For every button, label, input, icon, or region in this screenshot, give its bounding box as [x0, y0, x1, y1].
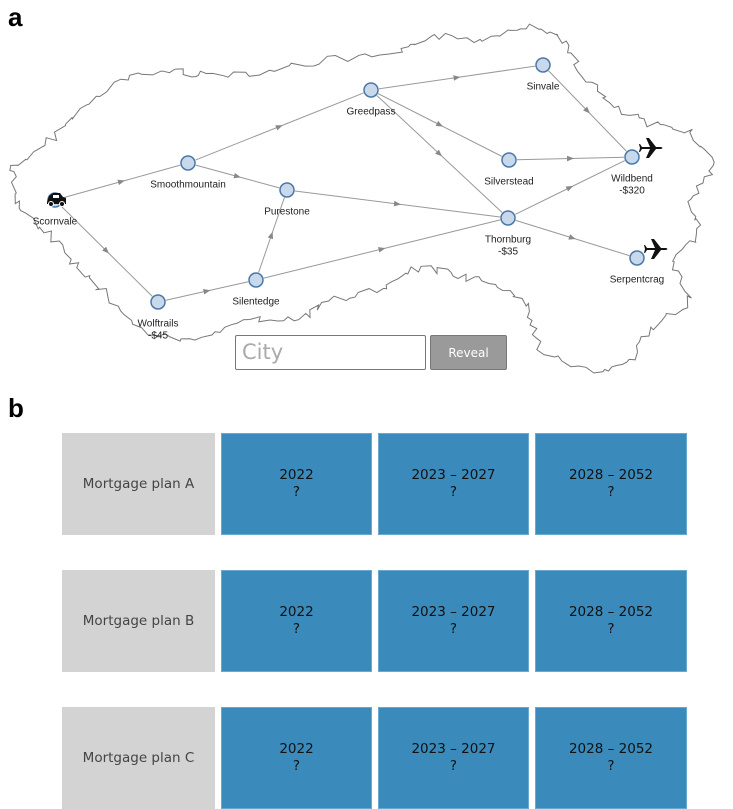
- plane-icon: [644, 239, 668, 259]
- cell-value: ?: [607, 484, 615, 500]
- city-cost: -$45: [148, 331, 168, 342]
- cell-period: 2023 – 2027: [411, 741, 496, 757]
- plan-name: Mortgage plan C: [62, 707, 215, 809]
- city-cost: -$35: [498, 247, 518, 258]
- route: [377, 93, 503, 157]
- route: [62, 164, 181, 199]
- plane-icon: [639, 138, 663, 158]
- cell-period: 2022: [279, 467, 314, 483]
- plan-cell: 2023 – 2027?: [378, 707, 529, 809]
- reveal-button[interactable]: Reveal: [430, 335, 507, 370]
- route: [376, 95, 503, 213]
- route: [378, 65, 536, 90]
- car-window: [53, 195, 59, 198]
- cell-value: ?: [607, 621, 615, 637]
- plan-cell: 2028 – 2052?: [535, 570, 687, 672]
- route: [195, 164, 280, 189]
- land-outline: [9, 23, 715, 374]
- city-node: [248, 272, 264, 288]
- plan-cell: 2022?: [221, 433, 372, 535]
- plan-cell: 2022?: [221, 570, 372, 672]
- panel-label: a: [8, 2, 23, 32]
- city-label: Thornburg: [485, 235, 531, 246]
- cell-period: 2028 – 2052: [568, 467, 654, 483]
- car-wheel: [48, 201, 54, 207]
- city-label: Serpentcrag: [610, 275, 664, 286]
- city-input[interactable]: City: [235, 335, 426, 370]
- route: [60, 205, 153, 297]
- city-label: Silverstead: [484, 177, 533, 188]
- cell-value: ?: [449, 621, 458, 637]
- city-node: [150, 294, 166, 310]
- city-label: Purestone: [264, 207, 310, 218]
- cell-period: 2023 – 2027: [411, 604, 496, 620]
- plan-cell: 2023 – 2027?: [378, 433, 529, 535]
- cell-period: 2022: [279, 741, 314, 757]
- city-label: Wolftrails: [138, 319, 179, 330]
- plan-name: Mortgage plan B: [62, 570, 215, 672]
- cell-value: ?: [449, 758, 458, 774]
- city-label: Wildbend: [611, 174, 653, 185]
- route: [294, 190, 501, 218]
- route: [258, 197, 285, 273]
- city-node: [535, 57, 551, 73]
- plan-cell: 2023 – 2027?: [378, 570, 529, 672]
- cell-period: 2028 – 2052: [568, 741, 654, 757]
- city-node: [500, 210, 516, 226]
- car-icon: [47, 193, 66, 207]
- cell-period: 2022: [279, 604, 314, 620]
- cell-value: ?: [607, 758, 615, 774]
- city-cost: -$320: [619, 186, 645, 197]
- panel-label: b: [8, 393, 24, 423]
- plan-cell: 2028 – 2052?: [535, 707, 687, 809]
- plan-cell: 2022?: [221, 707, 372, 809]
- cell-value: ?: [449, 484, 458, 500]
- cell-value: ?: [292, 621, 301, 637]
- car-wheel: [59, 201, 65, 207]
- city-label: Sinvale: [527, 82, 560, 93]
- route: [516, 155, 625, 162]
- city-label: Scornvale: [33, 217, 78, 228]
- route: [263, 219, 501, 279]
- city-node: [363, 82, 379, 98]
- city-label: Smoothmountain: [150, 180, 226, 191]
- city-label: Greedpass: [347, 107, 396, 118]
- city-node: [180, 155, 196, 171]
- city-node: [279, 182, 295, 198]
- route: [165, 281, 249, 301]
- city-node: [624, 149, 640, 165]
- route: [514, 160, 626, 215]
- city-node: [501, 152, 517, 168]
- city-label: Silentedge: [232, 297, 280, 308]
- cell-period: 2023 – 2027: [411, 467, 496, 483]
- plan-cell: 2028 – 2052?: [535, 433, 687, 535]
- route: [548, 70, 627, 152]
- route: [195, 92, 364, 161]
- cell-value: ?: [292, 758, 301, 774]
- plan-name: Mortgage plan A: [62, 433, 215, 535]
- map: Scornvale Smoothmountain Purestone Greedpas…: [9, 23, 715, 374]
- cell-value: ?: [292, 484, 301, 500]
- city-node: [629, 250, 645, 266]
- cell-period: 2028 – 2052: [568, 604, 654, 620]
- route: [515, 219, 630, 257]
